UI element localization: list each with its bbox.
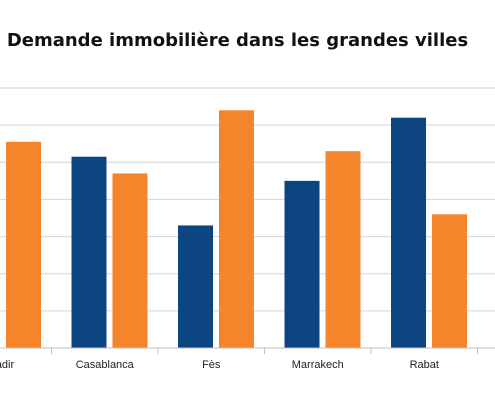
bar-marrakech-series-1	[284, 180, 320, 348]
category-labels: Agadir Casablanca Fès Marrakech Rabat	[0, 359, 439, 371]
bar-agadir-series-2	[6, 141, 41, 348]
x-axis	[0, 347, 495, 354]
category-label-rabat: Rabat	[410, 359, 439, 371]
category-label-agadir: Agadir	[0, 359, 14, 371]
bar-rabat-series-1	[391, 117, 426, 348]
chart-title: Demande immobilière dans les grandes vil…	[6, 30, 469, 51]
bar-casablanca-series-2	[112, 173, 148, 348]
bar-casablanca-series-1	[71, 156, 107, 348]
bar-fès-series-1	[178, 225, 213, 348]
category-label-fès: Fès	[202, 359, 221, 371]
bar-rabat-series-2	[432, 214, 467, 348]
category-label-casablanca: Casablanca	[76, 359, 135, 371]
bar-marrakech-series-2	[325, 151, 361, 348]
bars	[6, 110, 467, 349]
category-label-marrakech: Marrakech	[292, 359, 344, 371]
bar-fès-series-2	[219, 110, 254, 349]
